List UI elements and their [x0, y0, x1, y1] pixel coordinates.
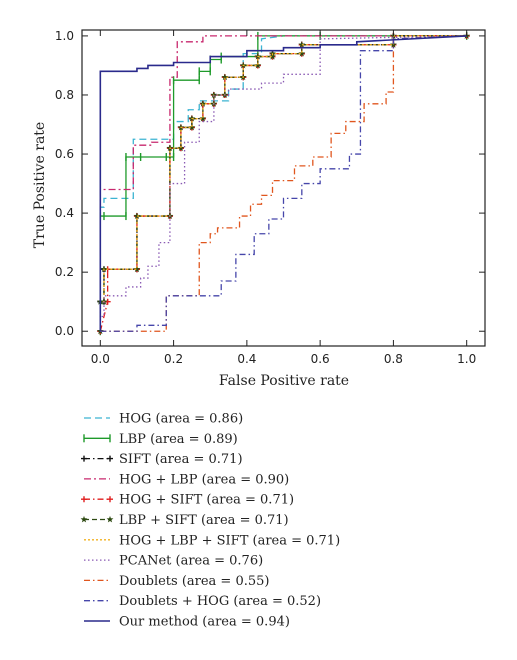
- y-tick-label: 0.4: [55, 206, 74, 220]
- legend: HOG (area = 0.86) LBP (area = 0.89) SIFT (…: [80, 412, 340, 630]
- series-line-8: [99, 35, 467, 332]
- point-marker: [254, 61, 262, 69]
- point-marker: [188, 123, 196, 131]
- legend-label: LBP (area = 0.89): [119, 432, 238, 447]
- legend-label: HOG (area = 0.86): [119, 412, 243, 427]
- point-marker: [107, 455, 113, 462]
- point-marker: [221, 73, 229, 81]
- series-line-1: [99, 35, 467, 332]
- legend-label: Our method (area = 0.94): [119, 615, 290, 630]
- plot-frame: [81, 29, 486, 347]
- legend-label: Doublets (area = 0.55): [119, 574, 269, 589]
- y-axis-label: True Positive rate: [32, 122, 48, 248]
- point-marker: [389, 41, 397, 48]
- series-line-7: [99, 35, 467, 332]
- series-line-3: [99, 35, 467, 332]
- y-tick-label: 0.6: [55, 147, 74, 161]
- legend-label: HOG + SIFT (area = 0.71): [119, 493, 294, 508]
- point-marker: [133, 265, 141, 273]
- series-line-9: [100, 35, 467, 332]
- x-axis-label: False Positive rate: [219, 373, 349, 389]
- legend-label: HOG + LBP + SIFT (area = 0.71): [119, 533, 340, 548]
- point-marker: [107, 496, 113, 503]
- legend-label: SIFT (area = 0.71): [119, 452, 243, 467]
- y-tick-label: 1.0: [55, 29, 74, 43]
- legend-label: PCANet (area = 0.76): [119, 554, 263, 569]
- series-line-6: [99, 35, 467, 332]
- x-tick-label: 0.4: [237, 352, 256, 366]
- x-tick-label: 0.0: [91, 352, 110, 366]
- x-tick-label: 0.2: [164, 352, 183, 366]
- point-marker: [81, 455, 87, 462]
- point-marker: [106, 515, 114, 523]
- x-tick-label: 0.8: [384, 352, 403, 366]
- point-marker: [80, 515, 88, 523]
- ticks-group: 0.0 0.2 0.4 0.6 0.8 1.0 0.0 0.2 0.4 0.6 0.8 1.0: [55, 29, 485, 366]
- series-line-2: [99, 35, 467, 332]
- point-marker: [81, 496, 87, 503]
- y-tick-label: 0.0: [55, 324, 74, 338]
- series-line-4: [99, 35, 467, 332]
- series-line-11: [99, 35, 467, 332]
- point-marker: [269, 52, 276, 60]
- point-marker: [298, 50, 306, 57]
- legend-label: LBP + SIFT (area = 0.71): [119, 513, 289, 528]
- y-tick-label: 0.8: [55, 88, 74, 102]
- point-marker: [199, 115, 207, 122]
- point-marker: [133, 212, 141, 219]
- legend-label: Doublets + HOG (area = 0.52): [119, 594, 321, 609]
- x-tick-label: 0.6: [311, 352, 330, 366]
- series-line-5: [99, 35, 467, 332]
- point-marker: [298, 41, 306, 48]
- curves-group: [96, 31, 471, 336]
- legend-label: HOG + LBP (area = 0.90): [119, 472, 289, 487]
- x-tick-label: 1.0: [457, 352, 476, 366]
- series-line-10: [100, 35, 467, 332]
- y-tick-label: 0.2: [55, 265, 74, 279]
